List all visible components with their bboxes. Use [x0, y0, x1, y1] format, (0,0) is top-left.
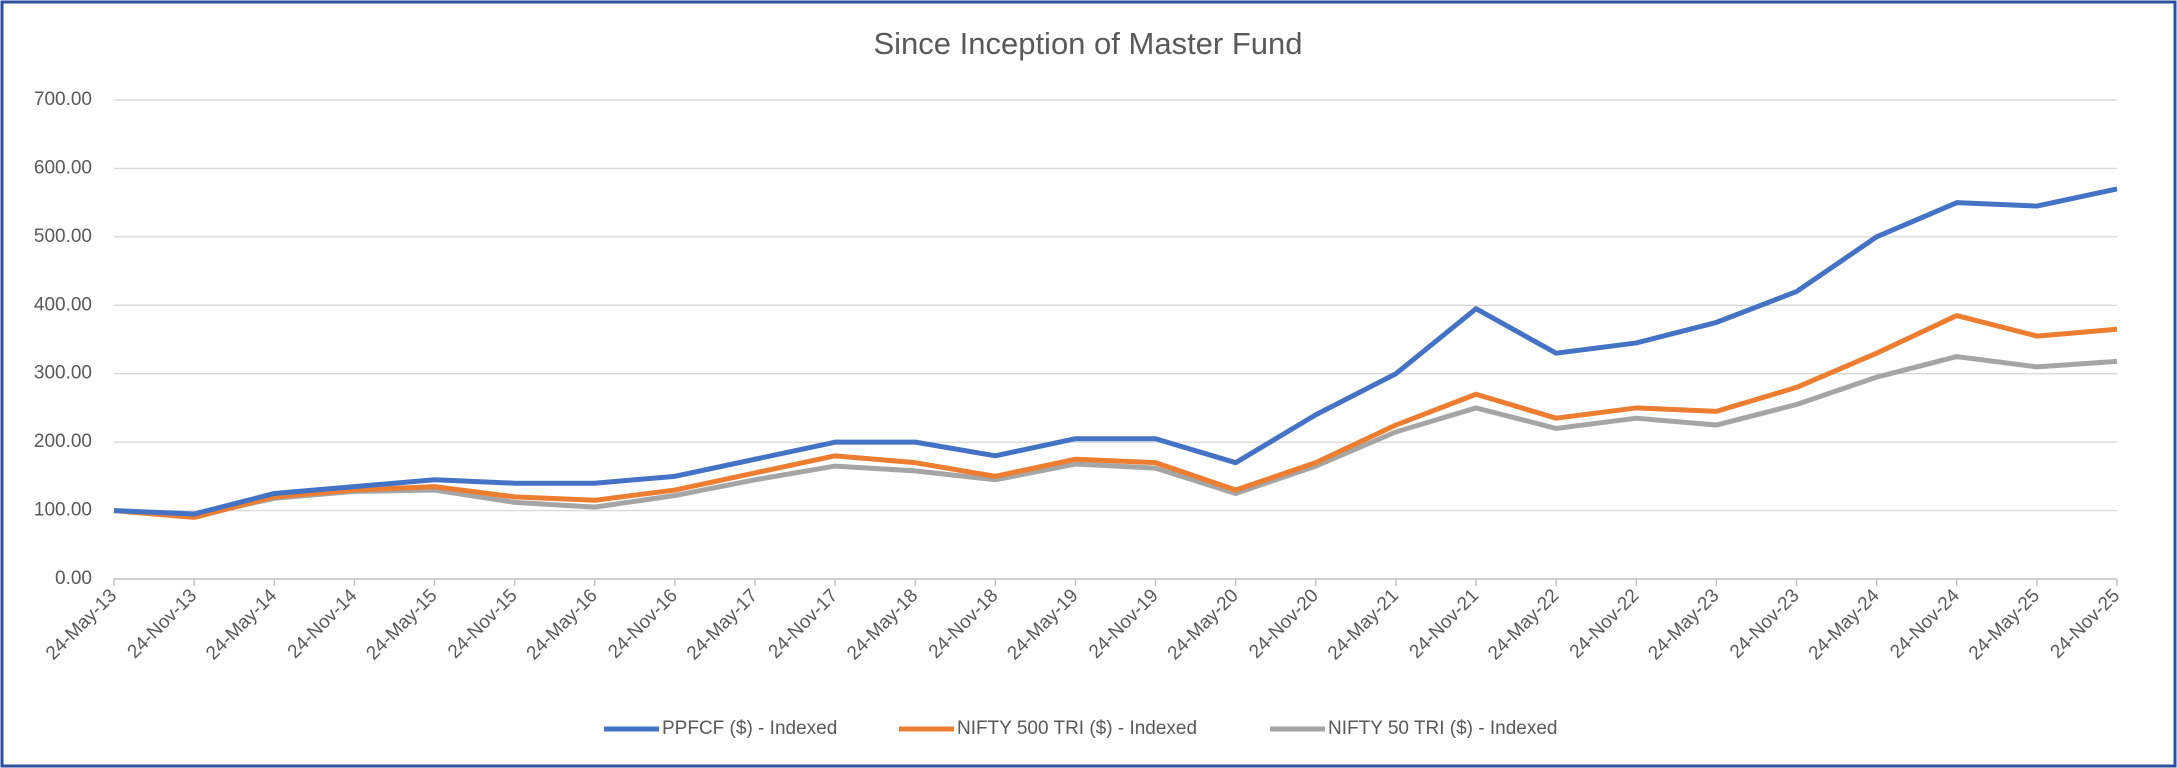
series-line [113, 354, 2118, 519]
y-tick-label: 0.00 [55, 568, 92, 589]
y-tick-label: 300.00 [34, 363, 92, 384]
series-line [113, 186, 2118, 517]
y-tick-label: 200.00 [34, 431, 92, 452]
y-tick-label: 700.00 [34, 89, 92, 110]
y-tick-label: 500.00 [34, 226, 92, 247]
y-tick-label: 400.00 [34, 294, 92, 315]
y-tick-label: 600.00 [34, 157, 92, 178]
legend-label: NIFTY 50 TRI ($) - Indexed [1328, 718, 1558, 739]
series-line [113, 313, 2118, 520]
y-tick-label: 100.00 [34, 500, 92, 521]
legend-label: PPFCF ($) - Indexed [662, 718, 837, 739]
chart-title: Since Inception of Master Fund [873, 26, 1302, 61]
legend-label: NIFTY 500 TRI ($) - Indexed [957, 718, 1197, 739]
